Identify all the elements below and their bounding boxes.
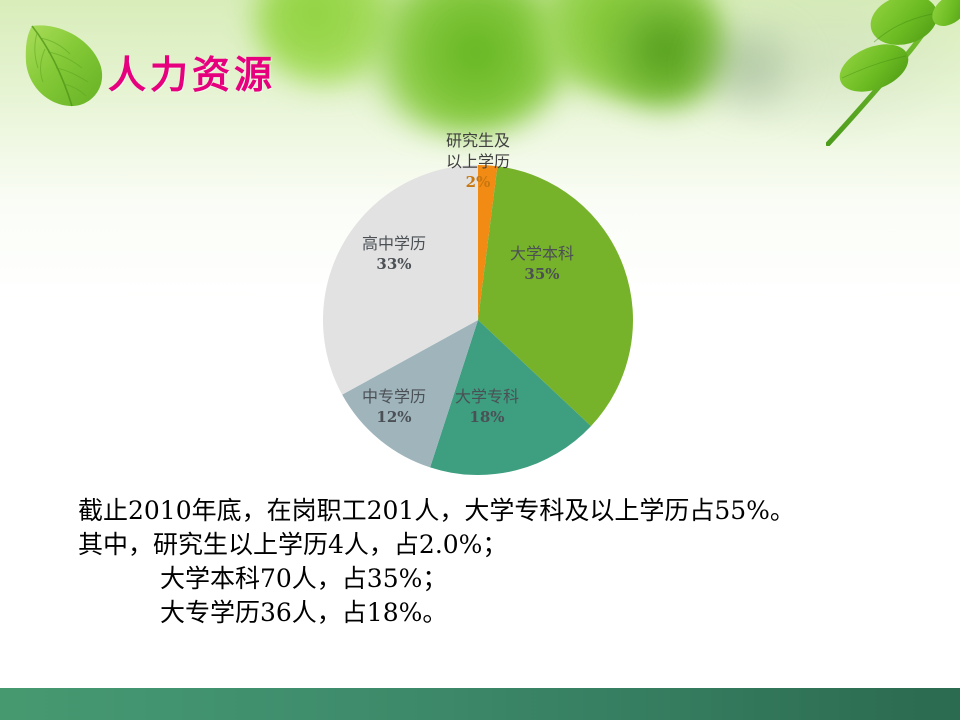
pie-label-vocational-percent: 12% bbox=[376, 408, 412, 426]
blurred-leaf-blob-4 bbox=[600, 0, 730, 110]
pie-label-highschool-percent: 33% bbox=[376, 255, 412, 273]
pie-label-graduate: 研究生及 以上学历 2% bbox=[418, 130, 538, 193]
body-line-4: 大专学历36人，占18%。 bbox=[160, 598, 448, 627]
pie-slice-vocational bbox=[342, 320, 478, 468]
pie-label-vocational: 中专学历 12% bbox=[338, 386, 450, 428]
body-line-2: 其中，研究生以上学历4人，占2.0%； bbox=[78, 530, 508, 559]
pie-label-associate: 大学专科 18% bbox=[428, 386, 546, 428]
pie-slices bbox=[322, 165, 633, 475]
leaf-icon bbox=[25, 25, 103, 107]
pie-label-associate-text: 大学专科 bbox=[454, 387, 519, 406]
body-line-3: 大学本科70人，占35%； bbox=[160, 564, 448, 593]
pie-label-vocational-text: 中专学历 bbox=[361, 387, 426, 406]
page-title: 人力资源 bbox=[108, 53, 277, 97]
pie-chart: 研究生及 以上学历 2% 大学本科 35% 大学专科 18% 中专学历 12% … bbox=[300, 118, 660, 478]
pie-slice-graduate bbox=[478, 165, 498, 320]
pie-label-graduate-line1: 研究生及 bbox=[445, 131, 510, 150]
pie-label-bachelor-text: 大学本科 bbox=[509, 244, 574, 263]
pie-slice-bachelor bbox=[478, 166, 633, 427]
pie-label-bachelor: 大学本科 35% bbox=[478, 243, 606, 285]
body-line-1: 截止2010年底，在岗职工201人，大学专科及以上学历占55%。 bbox=[78, 496, 795, 525]
footer-bar bbox=[0, 688, 960, 720]
pie-label-graduate-line2: 以上学历 bbox=[445, 152, 510, 171]
pie-chart-svg bbox=[322, 165, 633, 475]
pie-slice-associate bbox=[430, 320, 591, 475]
pie-label-graduate-percent: 2% bbox=[465, 173, 491, 191]
body-text: 截止2010年底，在岗职工201人，大学专科及以上学历占55%。 其中，研究生以… bbox=[78, 494, 908, 630]
pie-slice-highschool bbox=[322, 165, 478, 395]
pie-label-associate-percent: 18% bbox=[469, 408, 505, 426]
branch-leaves-icon bbox=[826, 0, 960, 146]
pie-label-bachelor-percent: 35% bbox=[524, 265, 560, 283]
pie-label-highschool: 高中学历 33% bbox=[330, 233, 458, 275]
pie-label-highschool-text: 高中学历 bbox=[361, 234, 426, 253]
blurred-leaf-blob-5 bbox=[690, 20, 810, 115]
